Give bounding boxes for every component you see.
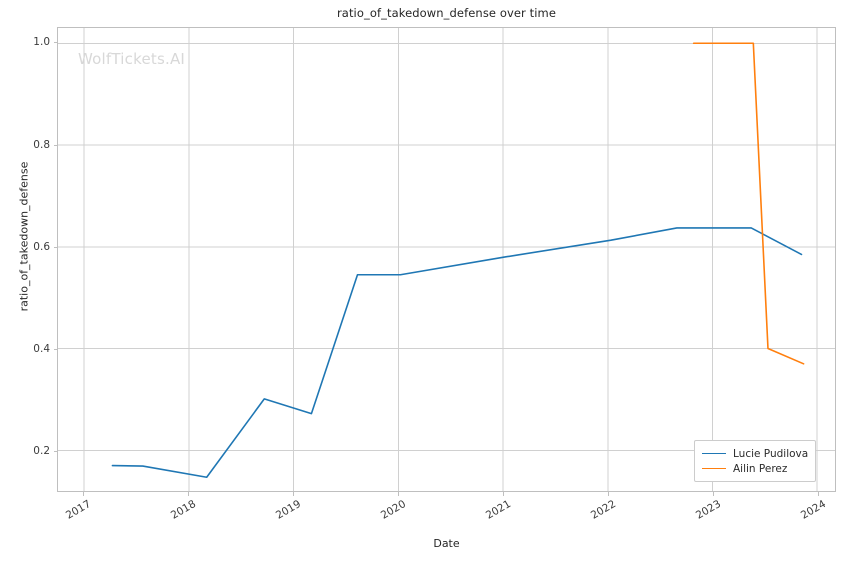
- chart-title: ratio_of_takedown_defense over time: [336, 6, 557, 20]
- legend-swatch-lucie-pudilova: [702, 453, 726, 454]
- x-tick-label: 2018: [169, 498, 199, 522]
- x-tick-mark: [503, 492, 505, 496]
- series-line: [111, 227, 803, 479]
- x-tick-mark: [713, 492, 715, 496]
- series-line: [692, 42, 805, 365]
- y-tick-label: 0.2: [33, 445, 50, 458]
- legend-label: Lucie Pudilova: [733, 447, 809, 460]
- y-tick-label: 1.0: [33, 36, 50, 49]
- x-tick-label: 2019: [274, 498, 304, 522]
- x-tick-mark: [83, 492, 85, 496]
- x-axis-label: Date: [433, 537, 460, 550]
- x-tick-label: 2017: [64, 498, 94, 522]
- plot-area: WolfTickets.AI: [57, 27, 836, 492]
- x-tick-mark: [398, 492, 400, 496]
- legend-item[interactable]: Lucie Pudilova: [702, 446, 808, 461]
- legend-item[interactable]: Ailin Perez: [702, 461, 808, 476]
- x-tick-label: 2020: [379, 498, 409, 522]
- x-tick-mark: [293, 492, 295, 496]
- x-tick-label: 2023: [694, 498, 724, 522]
- x-tick-label: 2024: [798, 498, 829, 522]
- watermark-text: WolfTickets.AI: [78, 50, 186, 68]
- x-tick-mark: [188, 492, 190, 496]
- x-tick-mark: [608, 492, 610, 496]
- x-tick-label: 2022: [589, 498, 619, 522]
- data-series-layer: [111, 42, 805, 479]
- y-axis-label: ratio_of_takedown_defense: [17, 161, 31, 312]
- x-axis-ticks: 2017 2018 2019 2020 2021 2022 2023 2024: [0, 492, 844, 537]
- legend-label: Ailin Perez: [733, 462, 788, 475]
- chart-legend: Lucie Pudilova Ailin Perez: [694, 440, 817, 482]
- x-tick-label: 2021: [484, 498, 514, 522]
- x-tick-mark: [818, 492, 820, 496]
- legend-swatch-ailin-perez: [702, 468, 726, 469]
